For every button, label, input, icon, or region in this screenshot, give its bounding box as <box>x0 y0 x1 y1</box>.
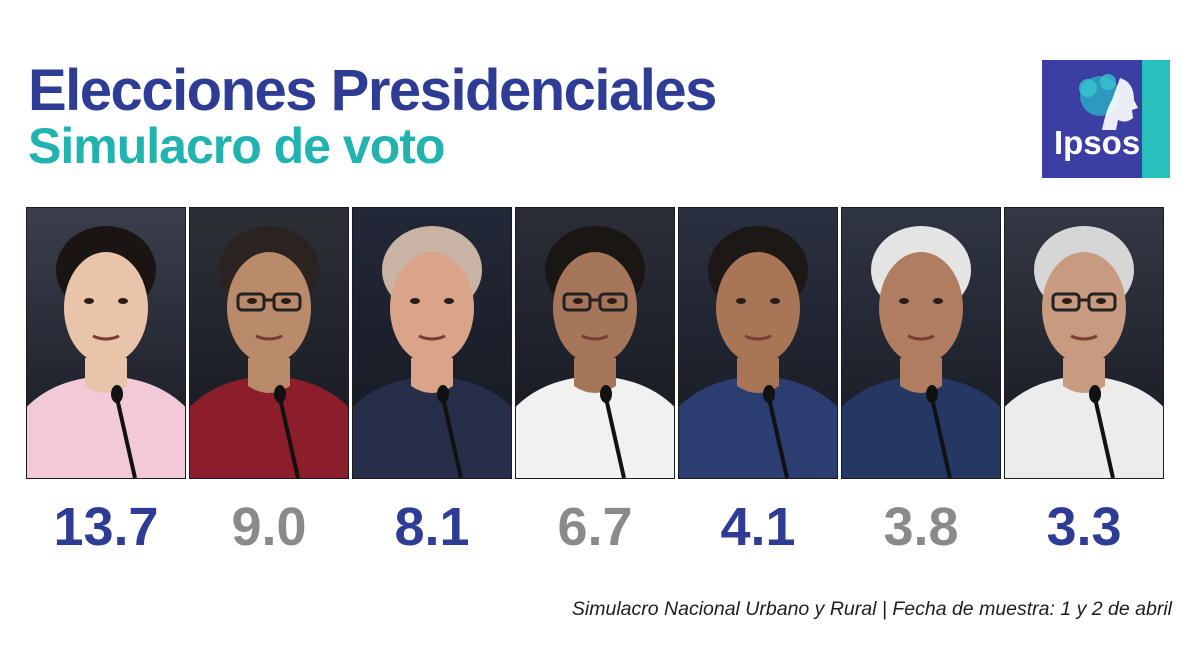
vote-percentage: 9.0 <box>231 497 307 557</box>
candidate-photo <box>841 207 1001 479</box>
glasses-icon <box>1051 292 1117 312</box>
footer-note: Simulacro Nacional Urbano y Rural | Fech… <box>571 598 1172 620</box>
logo-head-icon <box>1079 74 1138 130</box>
ipsos-logo: Ipsos <box>1042 60 1170 178</box>
glasses-icon <box>562 292 628 312</box>
candidate-photo <box>352 207 512 479</box>
candidate-photo <box>26 207 186 479</box>
candidate-photo <box>1004 207 1164 479</box>
candidate-card: 8.1 <box>352 207 512 557</box>
logo-text: Ipsos <box>1054 124 1141 161</box>
candidate-card: 13.7 <box>26 207 186 557</box>
vote-percentage: 13.7 <box>53 497 159 557</box>
vote-percentage: 3.3 <box>1046 497 1122 557</box>
candidate-photo <box>189 207 349 479</box>
candidates-row: 13.7 9.0 8.1 6.7 4.1 3.8 3.3 <box>26 207 1164 557</box>
candidate-card: 6.7 <box>515 207 675 557</box>
candidate-card: 9.0 <box>189 207 349 557</box>
page-title: Elecciones Presidenciales <box>28 58 717 123</box>
candidate-photo <box>678 207 838 479</box>
candidate-card: 3.3 <box>1004 207 1164 557</box>
title-block: Elecciones Presidenciales Simulacro de v… <box>28 58 717 174</box>
glasses-icon <box>236 292 302 312</box>
vote-percentage: 3.8 <box>883 497 959 557</box>
page-subtitle: Simulacro de voto <box>28 118 445 174</box>
candidate-photo <box>515 207 675 479</box>
candidate-card: 3.8 <box>841 207 1001 557</box>
vote-percentage: 8.1 <box>394 497 470 557</box>
candidate-card: 4.1 <box>678 207 838 557</box>
vote-percentage: 6.7 <box>557 497 633 557</box>
vote-percentage: 4.1 <box>720 497 796 557</box>
